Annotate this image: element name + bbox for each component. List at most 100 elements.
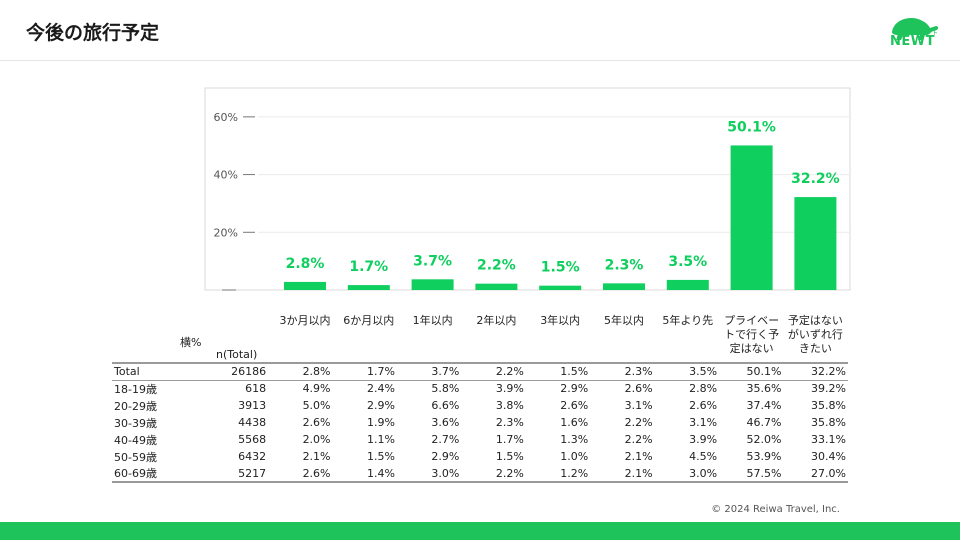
x-category-label: 1年以内 [413,313,453,327]
table-cell: 2.9% [560,382,589,396]
row-label: 60-69歳 [112,465,213,483]
table-n-header: n(Total) [216,348,258,361]
table-cell: 2.3% [590,362,655,381]
table-cell: 2.2% [624,416,653,429]
footer-band [0,522,960,540]
row-n: 3913 [238,399,267,412]
table-cell: 4.9% [302,382,331,396]
table-cell: 1.1% [366,433,395,446]
x-category-label: 5年より先 [662,313,713,327]
table-cell: 2.6% [268,465,333,483]
bar [666,279,709,290]
table-cell: 52.0% [746,433,782,446]
table-cell: 57.5% [719,465,784,483]
table-cell: 32.2% [783,362,848,381]
table-cell: 39.2% [811,382,846,396]
bar [411,279,454,290]
chart-bars [284,145,837,290]
table-cell: 2.6% [302,416,331,429]
row-label: 20-29歳 [114,399,157,413]
x-category-label: 予定はない [788,313,843,327]
table-cell: 3.1% [689,416,718,429]
table-row: 40-49歳 5568 2.0% 1.1% 2.7% 1.7% 1.3% 2.2% 3.9% 52… [112,431,848,448]
table-row: Total 26186 2.8% 1.7% 3.7% 2.2% 1.5% 2.3% 3.5% 50… [112,362,848,381]
bar [475,283,518,290]
bar-value-label: 2.2% [477,258,516,274]
table-cell: 2.8% [689,382,718,396]
x-category-label: 5年以内 [604,313,644,327]
table-cell: 1.0% [560,450,589,463]
row-n: 5568 [238,433,267,446]
turtle-logo-icon [892,18,939,40]
bar-value-label: 3.7% [413,253,452,269]
table-cell: 3.9% [689,433,718,446]
table-cell: 3.0% [396,465,462,483]
table-cell: 5.8% [431,382,460,396]
table-cell: 1.7% [332,362,397,381]
row-label: 50-59歳 [114,450,157,464]
bar [284,281,326,290]
row-label: 40-49歳 [114,433,157,447]
table-cell: 35.8% [811,416,846,429]
table-cell: 2.1% [624,450,653,463]
header-divider [0,60,960,61]
logo-text: NEWT [890,34,935,49]
table-cell: 6.6% [431,399,460,412]
table-corner-label: 横% [180,336,202,349]
row-n: 26186 [212,362,269,381]
bar-value-label: 2.8% [286,256,325,272]
table-cell: 2.0% [302,433,331,446]
table-cell: 3.7% [396,362,462,381]
table-row: 20-29歳 3913 5.0% 2.9% 6.6% 3.8% 2.6% 3.1% 2.6% 37… [112,397,848,414]
bar-value-label: 50.1% [727,119,776,135]
table-cell: 46.7% [746,416,782,429]
table-cell: 2.6% [689,399,718,412]
table-cell: 2.3% [495,416,524,429]
x-category-label: 定はない [730,341,774,355]
table-cell: 2.7% [431,433,460,446]
table-row: 60-69歳 5217 2.6% 1.4% 3.0% 2.2% 1.2% 2.1% 3.0% 57… [112,465,848,483]
y-tick-label: 40% [214,169,238,182]
bar [730,145,773,290]
table-cell: 2.6% [560,399,589,412]
y-tick-label: 20% [214,226,238,239]
x-category-label: トで行く予 [724,328,779,341]
table-cell: 2.6% [624,382,653,396]
table-cell: 3.5% [654,362,720,381]
table-row: 50-59歳 6432 2.1% 1.5% 2.9% 1.5% 1.0% 2.1% 4.5% 53… [112,448,848,465]
bar-chart: 20% 40% 60% 2.8% 3か月以内 1.7% 6か月以内 3.7% 1年以内 2.2%… [204,87,851,355]
table-cell: 3.0% [654,465,720,483]
bar-value-label: 1.7% [349,259,388,275]
x-category-label: がいずれ行 [788,327,843,341]
row-n: 6432 [238,450,267,463]
table-cell: 33.1% [811,433,846,446]
table-cell: 2.2% [461,465,526,483]
bar [603,283,645,290]
row-label: Total [112,362,213,381]
table-cell: 35.6% [746,382,782,396]
row-n: 618 [245,382,267,396]
table-cell: 30.4% [811,450,846,463]
table-cell: 3.6% [431,416,460,429]
x-category-label: 6か月以内 [343,313,394,327]
bar-value-label: 2.3% [605,257,644,273]
table-cell: 27.0% [783,465,848,483]
table-cell: 1.5% [525,362,591,381]
logo-subtext: ニュート [914,30,939,37]
row-n: 4438 [238,416,267,429]
table-cell: 1.9% [366,416,395,429]
y-tick-label: 60% [214,111,238,124]
table-cell: 2.1% [590,465,655,483]
table-cell: 2.8% [268,362,333,381]
table-cell: 3.1% [624,399,653,412]
table-cell: 2.9% [366,399,395,412]
table-cell: 4.5% [689,450,718,463]
table-cell: 50.1% [719,362,784,381]
table-cell: 1.4% [332,465,397,483]
bar [347,285,390,290]
bar [539,285,582,290]
x-category-label: プライベー [724,314,779,327]
row-label: 18-19歳 [114,382,157,396]
table-cell: 2.9% [431,450,460,463]
table-cell: 1.5% [366,450,395,463]
